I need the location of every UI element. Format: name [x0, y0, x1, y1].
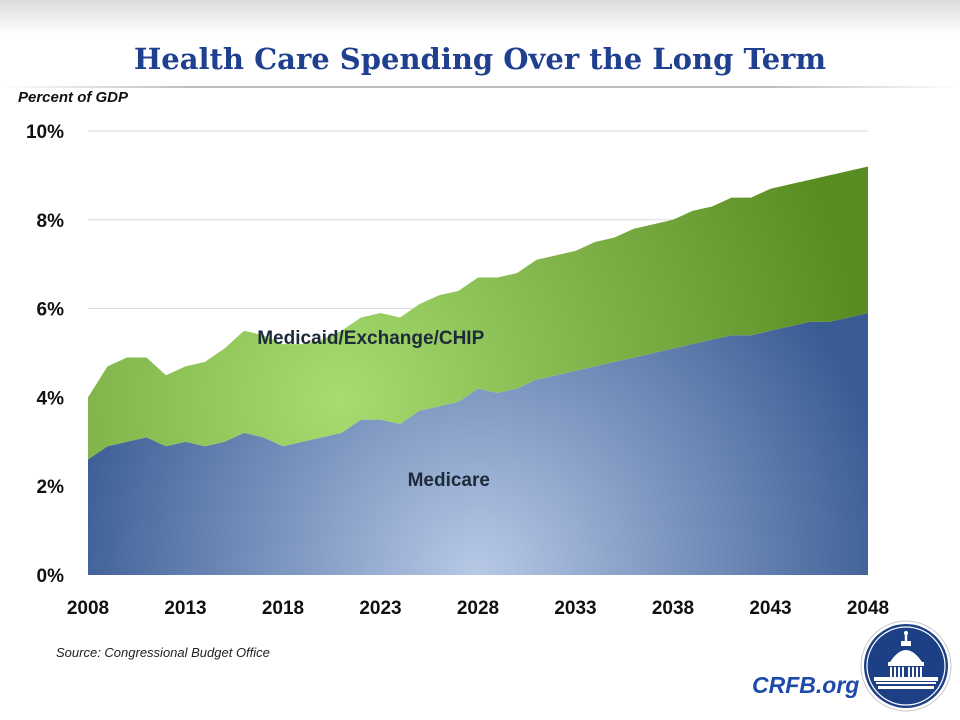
- x-tick-label-2028: 2028: [457, 598, 499, 619]
- title-divider: [0, 86, 960, 88]
- y-tick-label-6: 6%: [37, 300, 65, 321]
- medicaid-exchange-chip-label: Medicaid/Exchange/CHIP: [257, 328, 484, 349]
- x-tick-label-2023: 2023: [359, 598, 401, 619]
- medicare-label: Medicare: [408, 470, 490, 491]
- y-tick-label-8: 8%: [37, 211, 65, 232]
- y-tick-label-10: 10%: [26, 122, 64, 143]
- x-tick-label-2043: 2043: [749, 598, 791, 619]
- y-tick-label-4: 4%: [37, 388, 65, 409]
- crfb-link[interactable]: CRFB.org: [752, 672, 860, 698]
- x-tick-label-2038: 2038: [652, 598, 694, 619]
- y-tick-label-2: 2%: [37, 477, 65, 498]
- medicaid-exchange-chip-area: [88, 166, 868, 460]
- y-axis-caption: Percent of GDP: [18, 89, 129, 106]
- x-tick-label-2013: 2013: [164, 598, 206, 619]
- x-tick-label-2008: 2008: [67, 598, 109, 619]
- top-banner: [0, 0, 960, 34]
- x-tick-label-2018: 2018: [262, 598, 304, 619]
- y-tick-label-0: 0%: [37, 566, 65, 587]
- capitol-logo: [860, 620, 952, 712]
- x-tick-label-2048: 2048: [847, 598, 889, 619]
- medicare-area: [88, 313, 868, 575]
- chart-title: Health Care Spending Over the Long Term: [133, 42, 827, 76]
- x-tick-label-2033: 2033: [554, 598, 596, 619]
- source-note: Source: Congressional Budget Office: [56, 645, 270, 660]
